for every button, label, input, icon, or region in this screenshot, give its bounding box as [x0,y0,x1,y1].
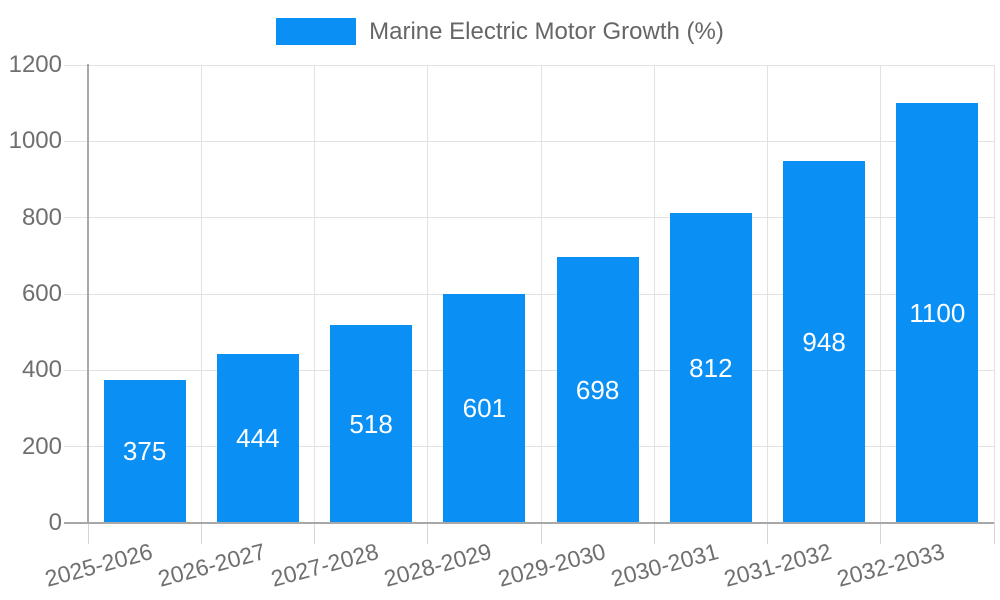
y-axis-tick-label: 1200 [8,51,62,78]
bar-value-label: 698 [575,374,620,405]
x-axis-tick-label: 2027-2028 [268,538,382,592]
bar[interactable] [556,256,639,523]
x-axis-tick [653,523,655,544]
x-axis-tick [767,523,768,544]
x-axis-tick [427,523,429,544]
x-axis-tick [993,523,995,544]
y-gridline [64,446,994,448]
y-axis-tick-label: 800 [21,203,62,231]
x-axis-tick-label: 2029-2030 [494,538,608,592]
x-axis-line [64,522,994,524]
legend[interactable]: Marine Electric Motor Growth (%) [0,14,1000,48]
x-axis-tick-label: 2032-2033 [834,538,948,592]
x-gridline [427,65,429,523]
x-gridline [200,65,202,523]
bar[interactable] [103,379,186,523]
y-axis-tick-label: 400 [21,356,62,384]
bar-value-label: 518 [349,409,393,440]
y-gridline [64,140,994,142]
y-gridline [64,64,994,66]
bar[interactable] [216,353,299,523]
x-gridline [314,65,315,523]
x-axis-tick-label: 2025-2026 [41,538,155,592]
x-axis-tick-label: 2031-2032 [721,538,835,592]
bar-value-label: 601 [462,393,507,424]
bar-value-label: 444 [236,423,280,454]
bar-value-label: 375 [122,436,167,467]
y-gridline [64,293,994,295]
x-axis-tick [314,523,315,544]
legend-label: Marine Electric Motor Growth (%) [369,17,724,45]
x-gridline [880,65,882,523]
bar[interactable] [330,325,413,523]
x-gridline [540,65,542,523]
y-gridline [64,217,994,219]
bar-value-label: 812 [689,353,733,384]
x-gridline [653,65,655,523]
x-gridline [993,65,995,523]
bar-value-label: 948 [802,327,846,358]
bar[interactable] [669,213,752,523]
x-axis-tick [87,523,89,544]
bar[interactable] [443,293,526,523]
bar[interactable] [896,103,979,523]
x-axis-tick-label: 2030-2031 [608,538,722,592]
x-axis-tick [880,523,882,544]
legend-swatch-icon [276,17,357,45]
bar[interactable] [783,161,866,523]
y-gridline [64,369,994,371]
y-axis-tick-label: 600 [21,280,62,307]
x-axis-tick-label: 2026-2027 [155,538,269,592]
y-axis-tick-label: 0 [48,509,62,536]
y-axis-tick-label: 1000 [8,127,62,155]
x-axis-tick-label: 2028-2029 [381,538,495,592]
x-gridline [767,65,768,523]
x-axis-tick [200,523,202,544]
y-axis-line [87,64,89,523]
y-axis-tick-label: 200 [21,432,62,460]
x-axis-tick [540,523,542,544]
bar-value-label: 1100 [909,298,966,329]
